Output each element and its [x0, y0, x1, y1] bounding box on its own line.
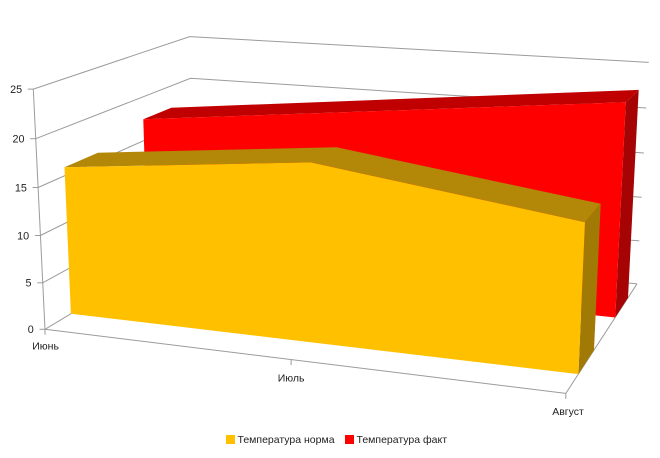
svg-text:25: 25 — [10, 84, 22, 96]
svg-text:0: 0 — [28, 324, 34, 336]
svg-text:10: 10 — [17, 230, 29, 242]
svg-text:Температура факт: Температура факт — [357, 434, 448, 446]
svg-text:Температура норма: Температура норма — [238, 434, 335, 446]
svg-text:20: 20 — [12, 134, 24, 146]
svg-text:Июль: Июль — [278, 372, 305, 384]
svg-text:Июнь: Июнь — [32, 340, 59, 352]
svg-text:15: 15 — [15, 182, 27, 194]
svg-text:5: 5 — [25, 278, 31, 290]
svg-text:Август: Август — [552, 406, 584, 418]
